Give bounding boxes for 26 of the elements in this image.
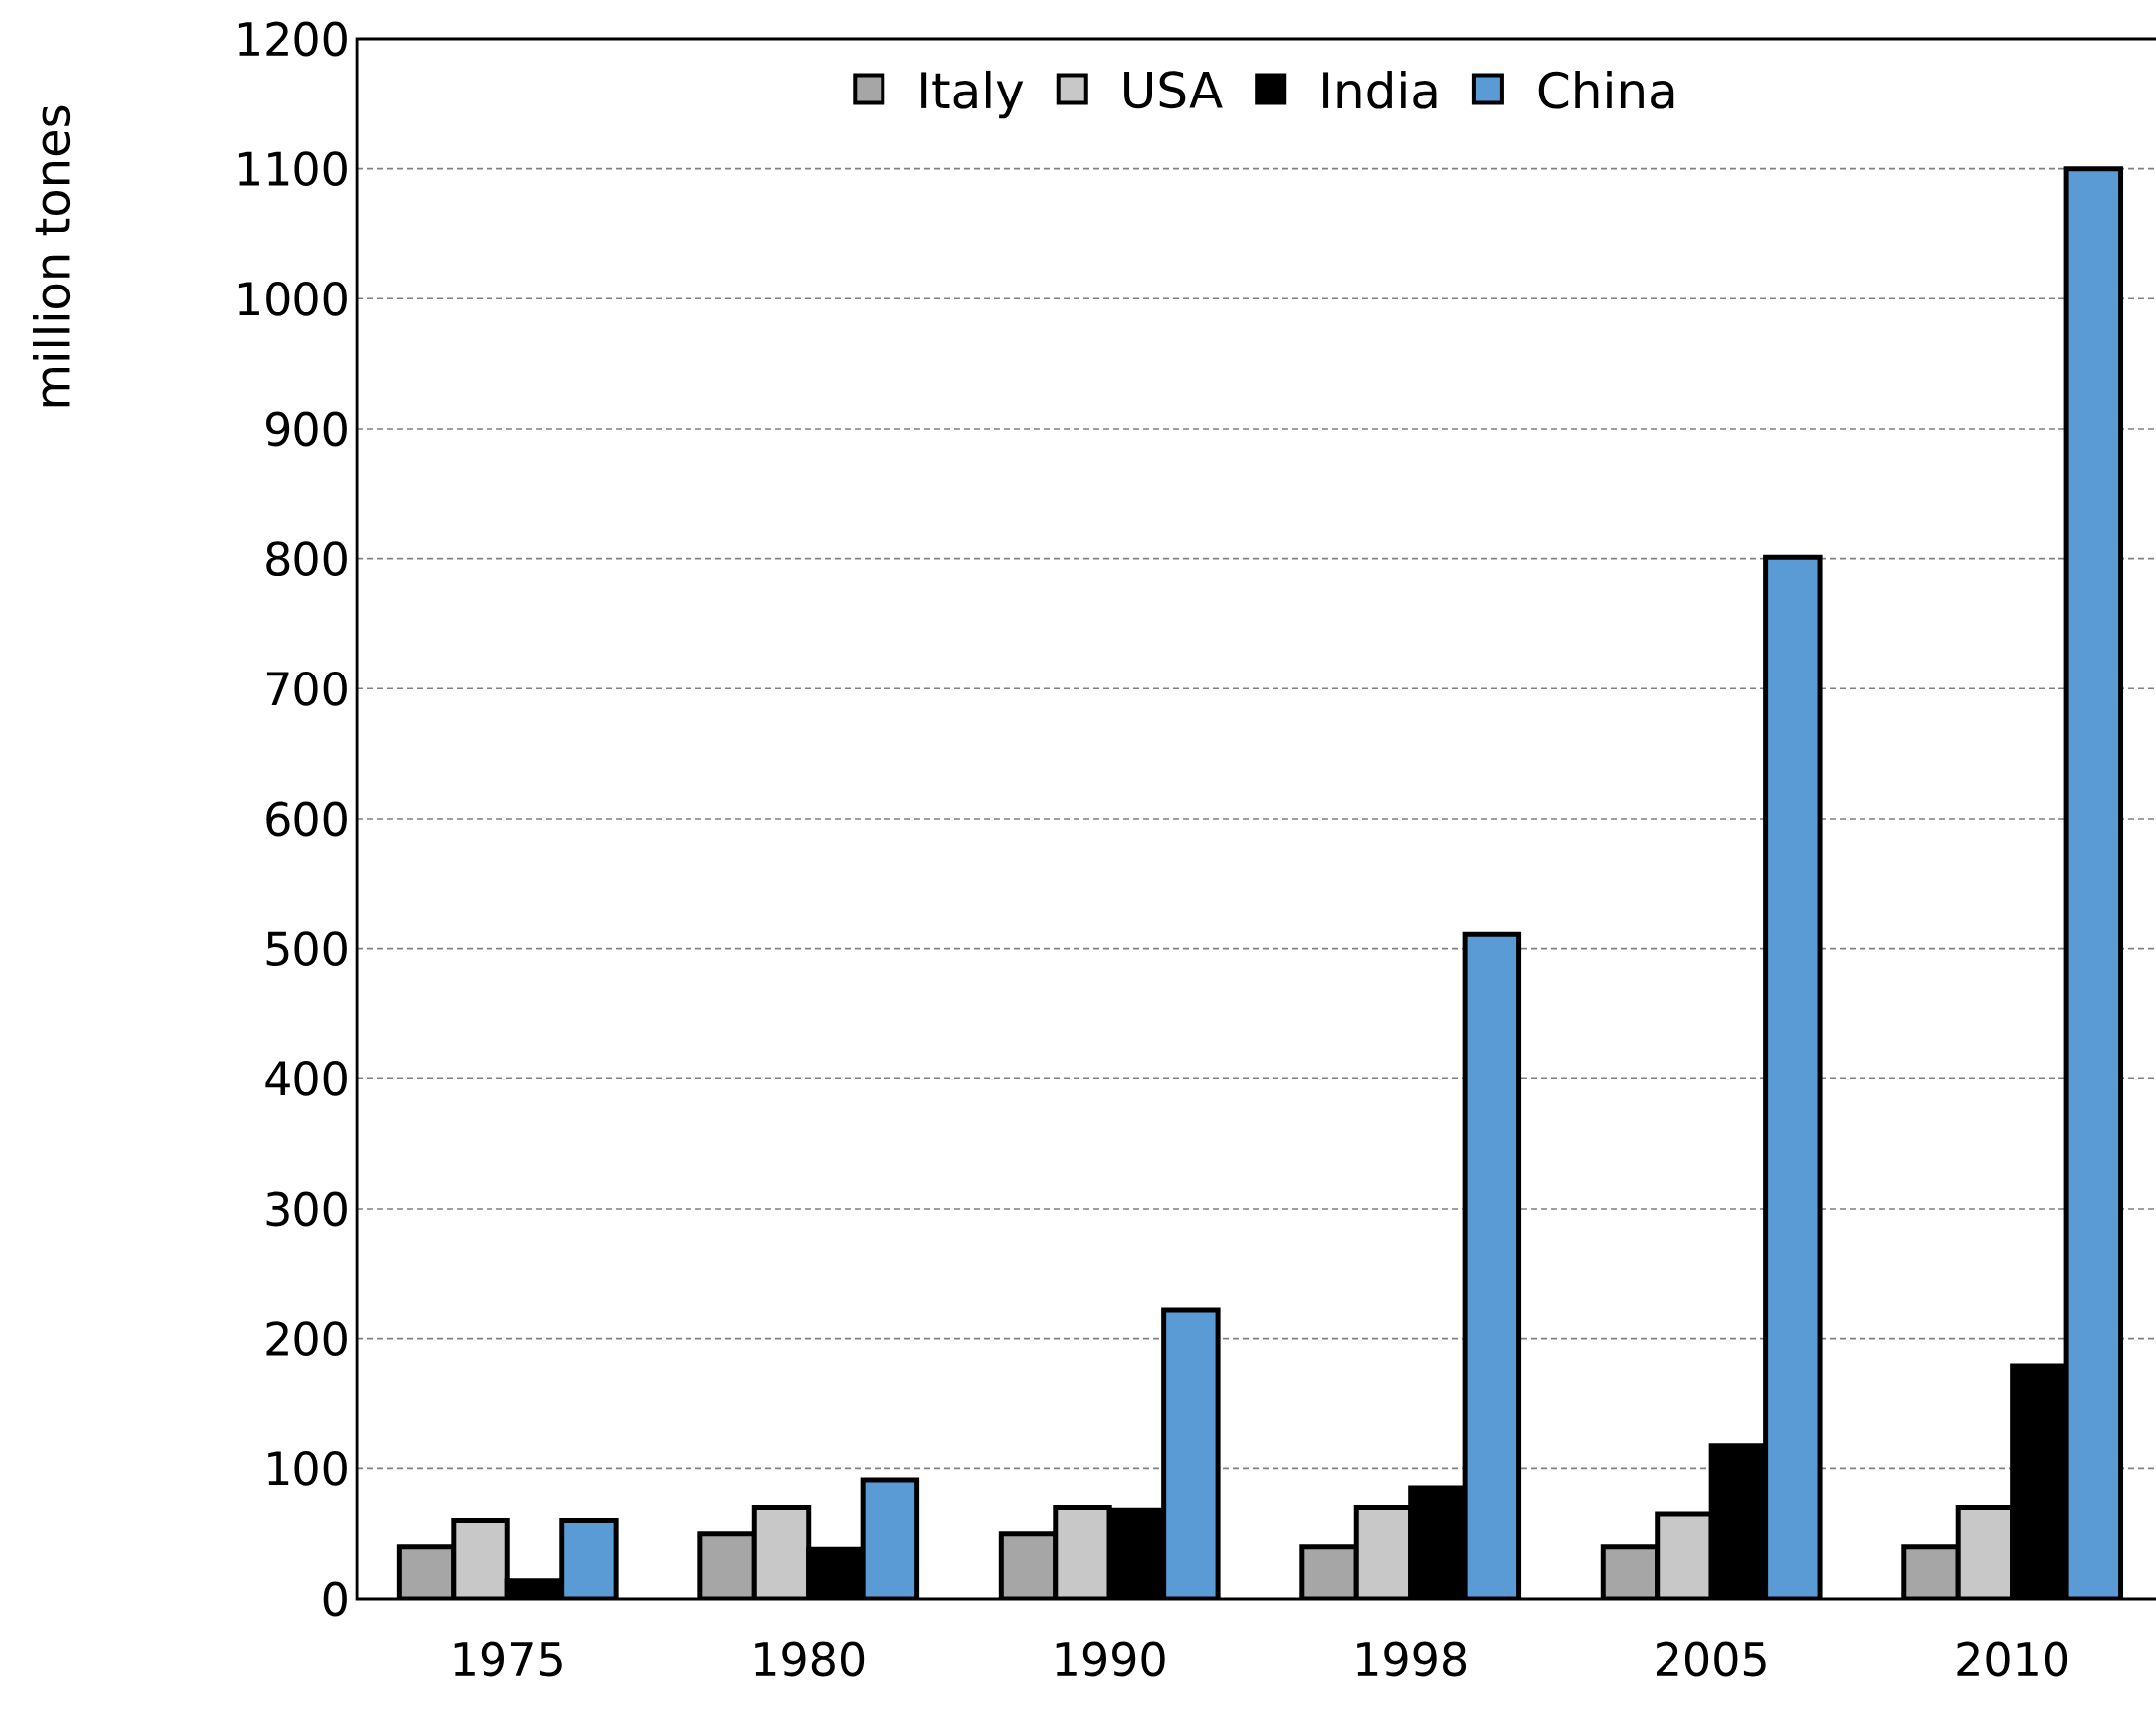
y-tick-label: 200 [266,1321,347,1357]
y-tick-label: 100 [268,1450,347,1486]
y-tick-label: 0 [323,1581,347,1617]
y-tick-label: 900 [266,411,347,447]
legend-label: USA [1124,71,1223,109]
y-tick-label: 800 [266,541,347,577]
y-tick-label: 1000 [238,281,347,316]
y-tick-label: 500 [266,931,347,967]
legend-label: China [1538,70,1674,109]
y-axis-title: million tones [33,105,71,407]
bar [1765,557,1821,1599]
y-tick-label: 400 [265,1061,347,1096]
x-tick-label: 2010 [1957,1641,2068,1677]
x-tick-label: 1975 [454,1641,562,1677]
y-tick-label: 700 [266,671,347,706]
legend-label: Italy [921,70,1024,119]
y-tick-label: 600 [266,801,347,837]
x-tick-label: 1990 [1056,1641,1165,1677]
x-tick-label: 2005 [1656,1641,1766,1677]
y-tick-label: 300 [266,1191,347,1227]
x-tick-label: 1998 [1357,1641,1467,1677]
y-tick-label: 1200 [238,21,347,57]
legend-label: India [1323,70,1437,109]
y-tick-label: 1100 [238,151,347,187]
bar [1163,1309,1219,1599]
x-tick-label: 1980 [755,1641,865,1677]
